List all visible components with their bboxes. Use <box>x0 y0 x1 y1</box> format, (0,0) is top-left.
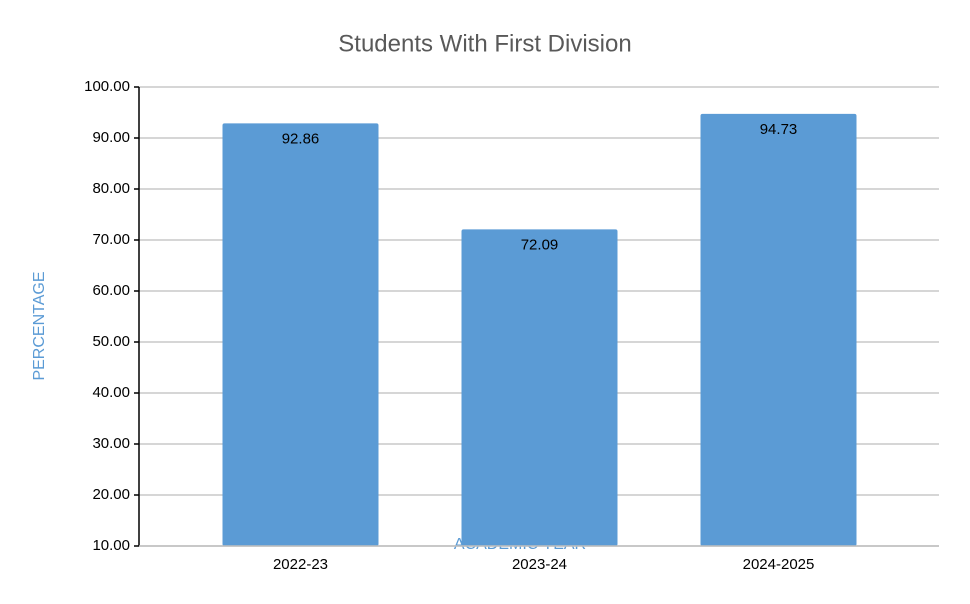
y-tick-label: 10.00 <box>92 537 130 554</box>
data-label: 94.73 <box>760 121 798 138</box>
y-tick-label: 40.00 <box>92 384 130 401</box>
y-tick-label: 50.00 <box>92 333 130 350</box>
y-tick-label: 100.00 <box>84 78 130 95</box>
y-tick-label: 90.00 <box>92 129 130 146</box>
x-tick-label: 2024-2025 <box>743 556 815 573</box>
y-tick-label: 20.00 <box>92 486 130 503</box>
data-label: 92.86 <box>282 130 320 147</box>
bar <box>461 229 618 546</box>
chart-title: Students With First Division <box>338 30 631 57</box>
x-tick-label: 2022-23 <box>273 556 328 573</box>
y-tick-label: 30.00 <box>92 435 130 452</box>
x-tick-label: 2023-24 <box>512 556 567 573</box>
bar <box>222 123 379 546</box>
bar <box>700 113 857 546</box>
data-label: 72.09 <box>521 236 559 253</box>
y-tick-label: 70.00 <box>92 231 130 248</box>
y-axis-title: PERCENTAGE <box>31 271 48 380</box>
y-tick-label: 80.00 <box>92 180 130 197</box>
y-tick-label: 60.00 <box>92 282 130 299</box>
